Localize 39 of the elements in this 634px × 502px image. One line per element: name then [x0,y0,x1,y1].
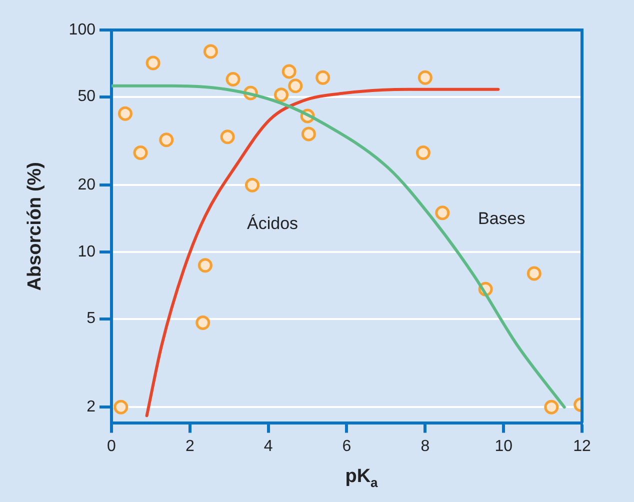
x-tick-label: 12 [573,438,591,455]
point [159,132,174,148]
y-tick-label: 100 [68,21,96,38]
y-tick-label: 5 [86,310,96,328]
point [114,400,128,414]
annotation: Bases [478,209,526,229]
x-tick-label: 6 [342,438,352,455]
point [245,178,260,192]
point [316,70,330,85]
point [146,56,160,70]
point [526,266,542,281]
x-axis-title: pK$_{a}$ [344,466,379,490]
line-series [111,84,566,409]
y-axis-title: Absorción (%) [24,162,46,291]
x-tick-label: 4 [264,438,273,455]
x-tick-label: 0 [107,438,116,455]
x-tick-label: 8 [420,438,430,455]
x-tick-label: 10 [494,438,513,455]
point [226,72,240,86]
point [274,88,289,102]
point [282,64,296,79]
annotation: Ácidos [247,214,298,234]
point [133,145,148,160]
point [220,130,235,144]
y-tick-label: 10 [78,243,96,260]
point [544,400,559,414]
point [416,145,430,160]
point [301,126,316,142]
point [288,78,303,94]
y-tick-label: 2 [86,398,96,416]
point [203,44,218,59]
y-tick-label: 50 [78,88,96,106]
y-tick-label: 20 [78,176,96,194]
point [196,315,210,330]
point [418,70,432,85]
x-tick-label: 2 [185,438,194,455]
point [118,106,132,121]
point [198,258,212,273]
point [435,206,450,220]
